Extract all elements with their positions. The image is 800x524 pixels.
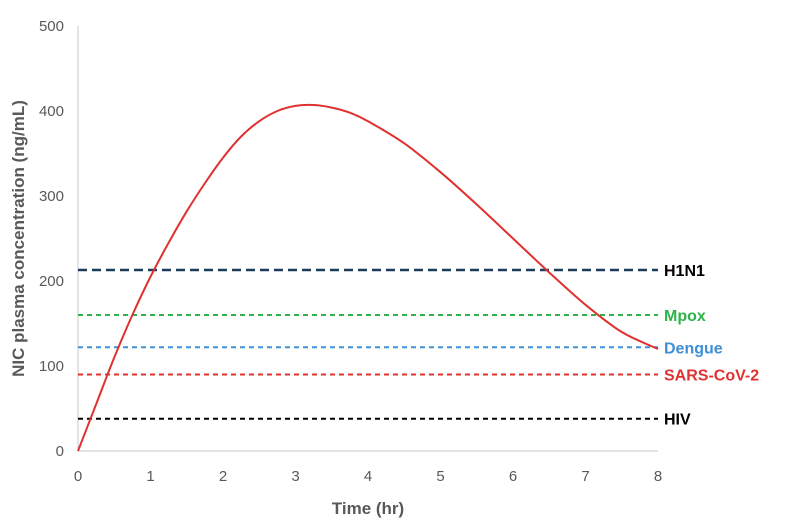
y-tick-label: 300 [39,188,64,205]
x-tick-label: 0 [74,468,82,485]
x-tick-label: 3 [291,468,299,485]
y-tick-label: 200 [39,273,64,290]
reference-label-dengue: Dengue [664,340,723,357]
y-tick-label: 0 [56,443,64,460]
x-axis-title: Time (hr) [332,499,404,518]
axes [77,26,658,452]
series-line [77,103,659,452]
x-tick-label: 4 [364,468,372,485]
y-tick-label: 400 [39,103,64,120]
y-tick-label: 100 [39,358,64,375]
x-tick-label: 1 [146,468,154,485]
series-group [77,103,659,452]
x-tick-label: 5 [436,468,444,485]
x-tick-labels: 0 1 2 3 4 5 6 7 8 [74,468,662,485]
x-tick-label: 6 [509,468,517,485]
reference-label-sars-cov-2: SARS-CoV-2 [664,368,759,385]
y-tick-label: 500 [39,18,64,35]
y-axis-title: NIC plasma concentration (ng/mL) [9,100,28,377]
x-tick-label: 7 [581,468,589,485]
x-tick-label: 2 [219,468,227,485]
reference-lines: H1N1 Mpox Dengue SARS-CoV-2 HIV [78,263,759,429]
y-tick-labels: 0 100 200 300 400 500 [39,18,64,460]
reference-label-h1n1: H1N1 [664,263,705,280]
reference-label-mpox: Mpox [664,308,706,325]
x-tick-label: 8 [654,468,662,485]
reference-label-hiv: HIV [664,412,691,429]
